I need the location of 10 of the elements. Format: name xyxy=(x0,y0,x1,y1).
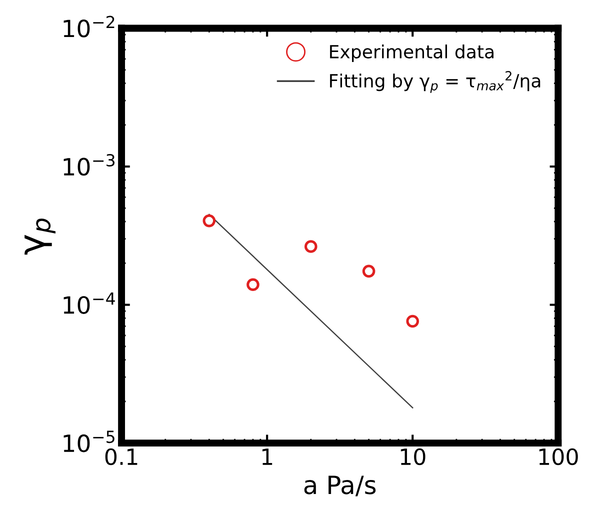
x-tick-label: 1 xyxy=(262,448,272,465)
y-tick-label: 10$^{−3}$ xyxy=(64,154,114,176)
y-tick-label: 10$^{−4}$ xyxy=(64,292,115,314)
x-axis-title: a Pa/s xyxy=(304,476,376,496)
x-tick-label: 100 xyxy=(539,448,578,466)
y-axis-title: γ$_{p}$ xyxy=(24,218,56,255)
y-tick-label: 10$^{−2}$ xyxy=(64,16,114,38)
legend-label: Fitting by γ$_{p}$ = τ$_{max}$$^{2}$/ηa xyxy=(330,71,540,93)
x-tick-label: 10 xyxy=(400,448,426,466)
legend-label: Experimental data xyxy=(330,44,494,62)
